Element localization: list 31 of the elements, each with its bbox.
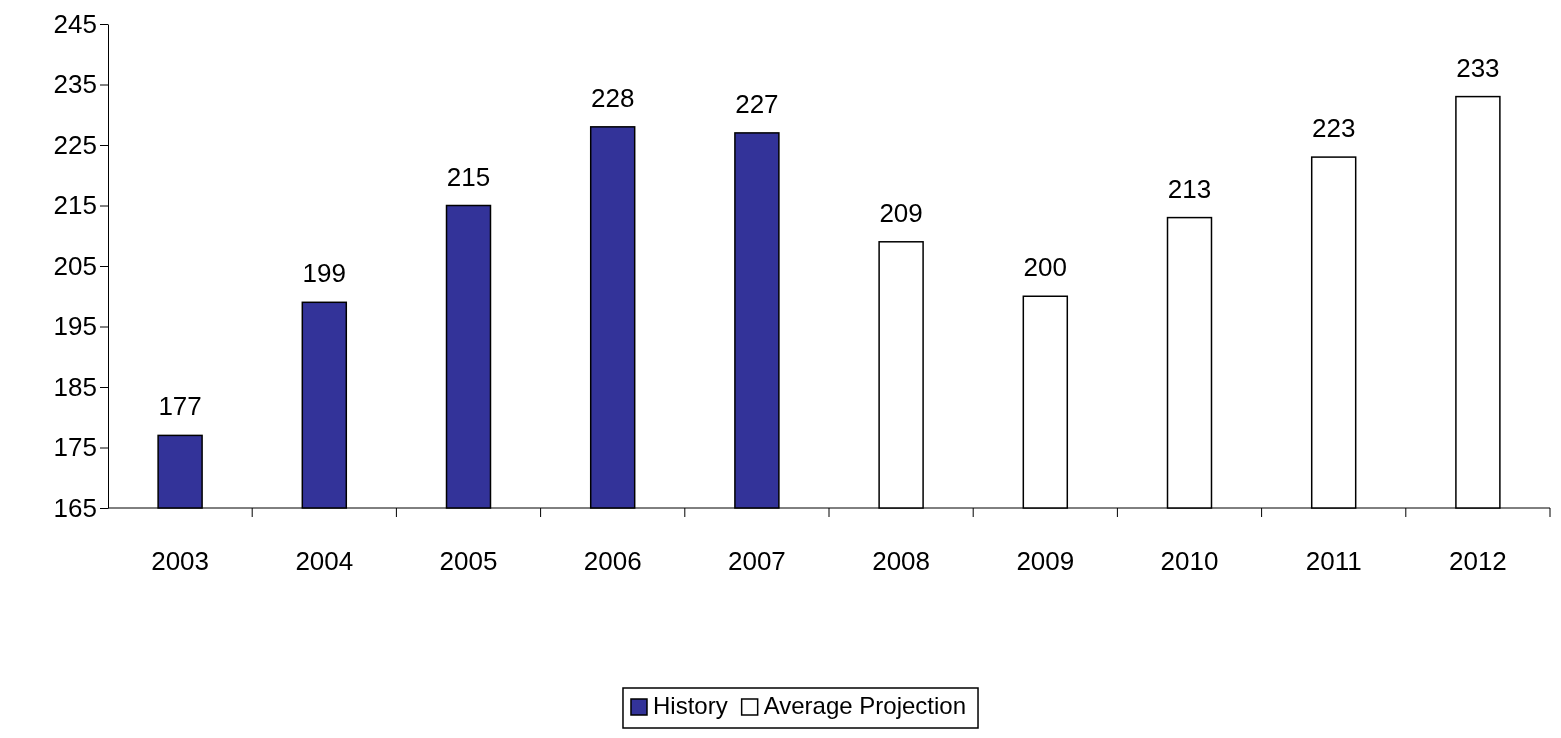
data-label: 200 <box>1023 252 1067 283</box>
data-label: 215 <box>446 161 491 192</box>
x-tick-label: 2011 <box>1305 546 1362 576</box>
data-label: 177 <box>158 391 202 422</box>
legend-label: History <box>652 692 728 720</box>
x-tick-label: 2007 <box>727 546 786 576</box>
y-tick-label: 195 <box>53 311 97 342</box>
y-tick-label: 215 <box>53 190 97 221</box>
data-label: 199 <box>302 258 346 289</box>
data-label: 209 <box>879 197 923 228</box>
x-tick-label: 2005 <box>439 546 498 576</box>
x-tick-label: 2008 <box>872 546 931 576</box>
x-tick-label: 2003 <box>151 546 210 576</box>
data-label: 223 <box>1312 113 1356 144</box>
data-label: 213 <box>1167 173 1212 204</box>
x-tick-label: 2012 <box>1448 546 1507 576</box>
data-label: 228 <box>591 82 635 113</box>
x-tick-label: 2006 <box>583 546 642 576</box>
x-tick-label: 2010 <box>1160 546 1219 576</box>
y-tick-label: 185 <box>53 371 97 402</box>
data-label: 227 <box>735 88 779 119</box>
x-tick-label: 2004 <box>295 546 354 576</box>
y-tick-label: 175 <box>53 432 97 463</box>
y-tick-label: 225 <box>53 129 97 160</box>
x-tick-label: 2009 <box>1016 546 1075 576</box>
y-tick-label: 235 <box>53 69 97 100</box>
y-tick-label: 205 <box>53 250 97 281</box>
y-tick-label: 245 <box>53 8 97 39</box>
legend-label: Average Projection <box>763 692 967 720</box>
data-label: 233 <box>1456 52 1500 83</box>
y-tick-label: 165 <box>53 492 97 523</box>
